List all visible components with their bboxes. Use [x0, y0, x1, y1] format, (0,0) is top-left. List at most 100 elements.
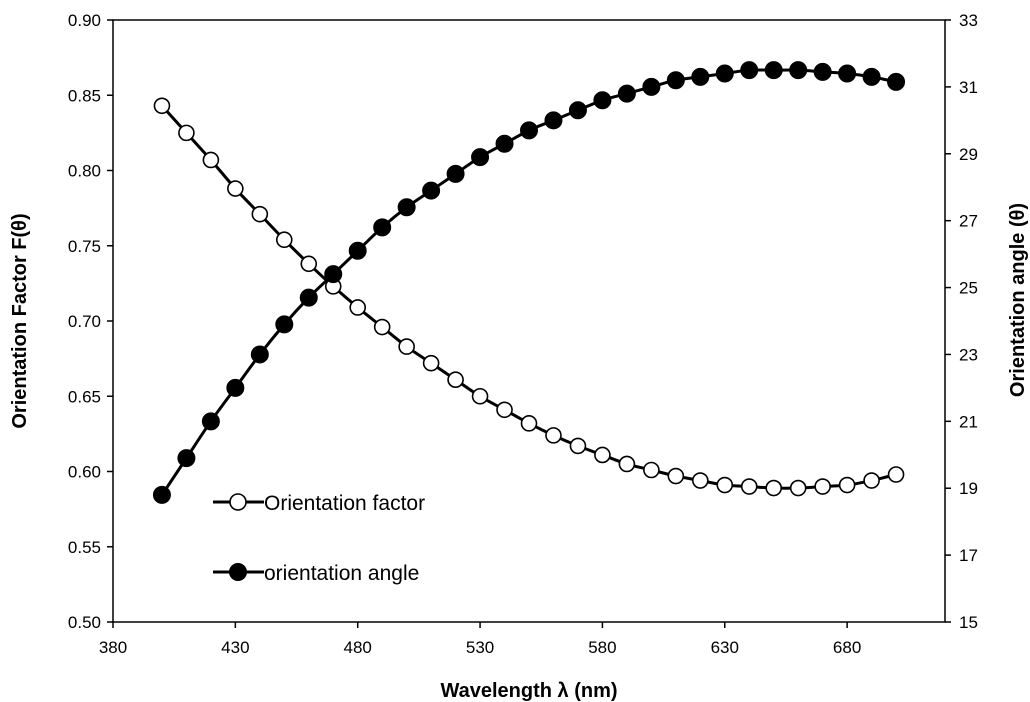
y-axis-right: 15 17 19 21 23 25 27 29 31 33: [945, 11, 978, 632]
data-point-orientation-angle: [201, 412, 220, 431]
x-tick-label: 530: [466, 638, 494, 657]
data-point-orientation-factor: [569, 437, 587, 455]
data-point-orientation-angle: [471, 148, 490, 167]
data-point-orientation-angle: [789, 61, 808, 80]
data-point-orientation-angle: [226, 378, 245, 397]
data-point-orientation-factor: [667, 467, 685, 485]
data-point-orientation-angle: [397, 198, 416, 217]
y-tick-label: 0.80: [68, 162, 101, 181]
data-point-orientation-factor: [863, 472, 880, 489]
legend-label-orientation-angle: orientation angle: [264, 562, 419, 585]
data-point-orientation-factor: [275, 231, 293, 249]
y-axis-left: 0.50 0.55 0.60 0.65 0.70 0.75 0.80 0.85 0.90: [68, 11, 113, 632]
data-point-orientation-angle: [617, 84, 636, 103]
data-point-orientation-angle: [593, 91, 612, 110]
legend-item-orientation-angle: orientation angle: [213, 562, 419, 585]
data-point-orientation-angle: [177, 449, 196, 468]
data-point-orientation-factor: [373, 318, 391, 336]
data-point-orientation-angle: [520, 121, 538, 140]
data-point-orientation-angle: [838, 64, 857, 83]
data-point-orientation-angle: [275, 315, 294, 334]
x-tick-label: 680: [833, 638, 861, 657]
y2-tick-label: 21: [959, 412, 978, 431]
data-point-orientation-factor: [643, 461, 660, 479]
y-tick-label: 0.55: [68, 538, 101, 557]
y-tick-label: 0.65: [68, 387, 101, 406]
data-point-orientation-factor: [447, 371, 464, 388]
data-point-orientation-angle: [642, 77, 661, 96]
data-point-orientation-factor: [202, 151, 220, 169]
data-point-orientation-angle: [568, 101, 587, 120]
plot-area: [112, 19, 946, 623]
data-point-orientation-factor: [545, 427, 562, 444]
data-point-orientation-angle: [495, 134, 514, 153]
data-point-orientation-factor: [838, 476, 856, 494]
series-layer: [152, 61, 906, 504]
data-point-orientation-angle: [813, 62, 832, 81]
data-point-orientation-factor: [178, 124, 195, 142]
data-point-orientation-angle: [324, 265, 343, 284]
data-point-orientation-angle: [887, 72, 906, 91]
data-point-orientation-factor: [227, 180, 244, 197]
y-tick-label: 0.60: [68, 463, 101, 482]
data-point-orientation-angle: [373, 218, 392, 237]
y-axis-title-right: Orientation angle (θ): [1007, 203, 1029, 397]
data-point-orientation-angle: [862, 67, 881, 86]
x-axis-title: Wavelength λ (nm): [440, 680, 617, 702]
y2-tick-label: 33: [959, 11, 978, 30]
y-tick-label: 0.70: [68, 312, 101, 331]
y-tick-label: 0.75: [68, 237, 101, 256]
data-point-orientation-factor: [887, 466, 905, 483]
y2-tick-label: 25: [959, 279, 978, 298]
y2-tick-label: 19: [959, 479, 978, 498]
data-point-orientation-factor: [398, 338, 415, 355]
data-point-orientation-factor: [422, 354, 440, 372]
data-point-orientation-angle: [422, 181, 441, 200]
legend-item-orientation-factor: Orientation factor: [213, 492, 425, 515]
y2-tick-label: 31: [959, 78, 978, 97]
y-tick-label: 0.85: [68, 86, 101, 105]
data-point-orientation-factor: [520, 415, 538, 432]
x-tick-label: 480: [344, 638, 372, 657]
y-axis-title-left: Orientation Factor F(θ): [9, 213, 31, 428]
x-axis: 380 430 480 530 580 630 680: [99, 622, 861, 657]
data-point-orientation-factor: [153, 97, 171, 115]
data-point-orientation-angle: [446, 164, 465, 183]
x-tick-label: 580: [588, 638, 616, 657]
legend-label-orientation-factor: Orientation factor: [264, 492, 425, 515]
data-point-orientation-factor: [716, 476, 734, 494]
y-tick-label: 0.90: [68, 11, 101, 30]
x-tick-label: 430: [221, 638, 249, 657]
data-point-orientation-factor: [496, 401, 513, 419]
data-point-orientation-angle: [544, 111, 563, 130]
y2-tick-label: 27: [959, 212, 978, 231]
series-orientation-factor: [153, 97, 905, 497]
x-tick-label: 630: [711, 638, 739, 657]
data-point-orientation-angle: [715, 64, 734, 83]
data-point-orientation-factor: [789, 479, 807, 497]
data-point-orientation-angle: [691, 67, 710, 86]
y2-tick-label: 29: [959, 145, 978, 164]
data-point-orientation-angle: [299, 288, 318, 307]
data-point-orientation-angle: [740, 61, 759, 80]
y2-tick-label: 15: [959, 613, 978, 632]
data-point-orientation-factor: [594, 446, 611, 464]
x-tick-label: 380: [99, 638, 127, 657]
data-point-orientation-factor: [349, 299, 367, 316]
data-point-orientation-factor: [300, 255, 318, 273]
data-point-orientation-angle: [250, 345, 269, 364]
data-point-orientation-angle: [666, 71, 685, 90]
y2-tick-label: 17: [959, 546, 978, 565]
data-point-orientation-angle: [764, 61, 783, 80]
data-point-orientation-angle: [152, 485, 171, 504]
y-tick-label: 0.50: [68, 613, 101, 632]
series-orientation-angle: [152, 61, 906, 504]
data-point-orientation-factor: [740, 478, 758, 495]
legend: Orientation factor orientation angle: [213, 492, 425, 585]
data-point-orientation-factor: [618, 455, 636, 473]
data-point-orientation-factor: [814, 478, 831, 495]
y2-tick-label: 23: [959, 345, 978, 364]
data-point-orientation-factor: [251, 205, 269, 223]
data-point-orientation-factor: [691, 472, 709, 489]
